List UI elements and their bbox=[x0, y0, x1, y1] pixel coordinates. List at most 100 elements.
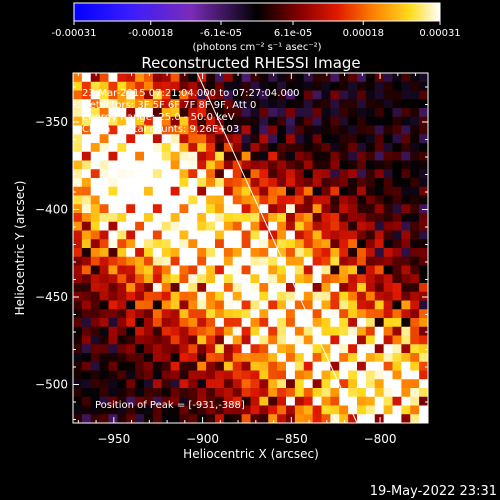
heatmap-cell bbox=[206, 195, 216, 205]
heatmap-cell bbox=[392, 178, 402, 188]
heatmap-cell bbox=[286, 291, 296, 301]
heatmap-cell bbox=[250, 370, 260, 380]
heatmap-cell bbox=[321, 256, 331, 266]
heatmap-cell bbox=[383, 81, 393, 91]
heatmap-cell bbox=[144, 274, 154, 284]
heatmap-cell bbox=[259, 178, 269, 188]
heatmap-cell bbox=[170, 361, 180, 371]
heatmap-cell bbox=[330, 396, 340, 406]
heatmap-cell bbox=[339, 283, 349, 293]
heatmap-cell bbox=[383, 326, 393, 336]
heatmap-cell bbox=[73, 379, 83, 389]
heatmap-cell bbox=[215, 379, 225, 389]
heatmap-cell bbox=[215, 230, 225, 240]
heatmap-cell bbox=[232, 90, 243, 100]
heatmap-cell bbox=[357, 239, 367, 249]
heatmap-cell bbox=[339, 116, 349, 126]
heatmap-cell bbox=[197, 353, 207, 363]
heatmap-cell bbox=[90, 151, 101, 161]
heatmap-cell bbox=[99, 344, 109, 354]
heatmap-cell bbox=[374, 195, 385, 205]
heatmap-cell bbox=[357, 213, 367, 223]
heatmap-cell bbox=[197, 379, 207, 389]
heatmap-cell bbox=[383, 178, 393, 188]
heatmap-cell bbox=[170, 309, 180, 319]
heatmap-cell bbox=[144, 143, 154, 153]
heatmap-cell bbox=[410, 344, 420, 354]
heatmap-cell bbox=[223, 388, 234, 398]
heatmap-cell bbox=[419, 379, 428, 389]
heatmap-cell bbox=[223, 204, 234, 214]
heatmap-cell bbox=[374, 125, 385, 135]
heatmap-cell bbox=[197, 283, 207, 293]
x-tick-label: −900 bbox=[186, 432, 219, 446]
heatmap-cell bbox=[152, 221, 163, 231]
heatmap-cell bbox=[232, 213, 243, 223]
heatmap-cell bbox=[99, 204, 109, 214]
heatmap-cell bbox=[144, 195, 154, 205]
heatmap-cell bbox=[170, 81, 180, 91]
heatmap-cell bbox=[419, 256, 428, 266]
heatmap-cell bbox=[392, 99, 402, 109]
heatmap-cell bbox=[357, 169, 367, 179]
heatmap-cell bbox=[321, 99, 331, 109]
heatmap-cell bbox=[330, 73, 340, 83]
heatmap-cell bbox=[401, 186, 411, 196]
heatmap-cell bbox=[206, 344, 216, 354]
heatmap-cell bbox=[312, 274, 322, 284]
heatmap-cell bbox=[223, 353, 234, 363]
heatmap-cell bbox=[197, 134, 207, 144]
heatmap-cell bbox=[401, 318, 411, 328]
heatmap-cell bbox=[365, 300, 376, 310]
heatmap-cell bbox=[259, 230, 269, 240]
heatmap-cell bbox=[206, 186, 216, 196]
heatmap-cell bbox=[277, 186, 287, 196]
heatmap-cell bbox=[126, 125, 136, 135]
heatmap-cell bbox=[321, 134, 331, 144]
heatmap-cell bbox=[81, 300, 92, 310]
heatmap-cell bbox=[215, 99, 225, 109]
heatmap-cell bbox=[152, 178, 163, 188]
limb-line bbox=[196, 73, 358, 423]
heatmap-cell bbox=[303, 99, 314, 109]
heatmap-cell bbox=[374, 265, 385, 275]
heatmap-cell bbox=[277, 230, 287, 240]
heatmap-cell bbox=[250, 99, 260, 109]
heatmap-cell bbox=[144, 213, 154, 223]
heatmap-cell bbox=[117, 186, 127, 196]
heatmap-cell bbox=[312, 344, 322, 354]
heatmap-cell bbox=[81, 151, 92, 161]
heatmap-cell bbox=[303, 283, 314, 293]
heatmap-cell bbox=[117, 370, 127, 380]
heatmap-cell bbox=[170, 344, 180, 354]
heatmap-cell bbox=[232, 370, 243, 380]
heatmap-cell bbox=[401, 73, 411, 83]
heatmap-cell bbox=[170, 274, 180, 284]
heatmap-cell bbox=[392, 361, 402, 371]
heatmap-cell bbox=[223, 396, 234, 406]
heatmap-cell bbox=[81, 160, 92, 170]
heatmap-cell bbox=[286, 195, 296, 205]
heatmap-cell bbox=[126, 309, 136, 319]
heatmap-cell bbox=[223, 73, 234, 83]
heatmap-cell bbox=[312, 248, 322, 258]
heatmap-cell bbox=[126, 248, 136, 258]
heatmap-cell bbox=[206, 388, 216, 398]
heatmap-cell bbox=[374, 396, 385, 406]
heatmap-cell bbox=[330, 335, 340, 345]
heatmap-cell bbox=[117, 405, 127, 415]
heatmap-cell bbox=[126, 169, 136, 179]
heatmap-cell bbox=[215, 291, 225, 301]
heatmap-cell bbox=[223, 230, 234, 240]
heatmap-cell bbox=[108, 335, 118, 345]
heatmap-cell bbox=[73, 239, 83, 249]
heatmap-cell bbox=[73, 90, 83, 100]
heatmap-cell bbox=[321, 213, 331, 223]
heatmap-cell bbox=[392, 81, 402, 91]
heatmap-cell bbox=[339, 178, 349, 188]
heatmap-cell bbox=[135, 213, 145, 223]
heatmap-cell bbox=[312, 353, 322, 363]
heatmap-cell bbox=[232, 326, 243, 336]
heatmap-cell bbox=[206, 204, 216, 214]
heatmap-cell bbox=[152, 186, 163, 196]
